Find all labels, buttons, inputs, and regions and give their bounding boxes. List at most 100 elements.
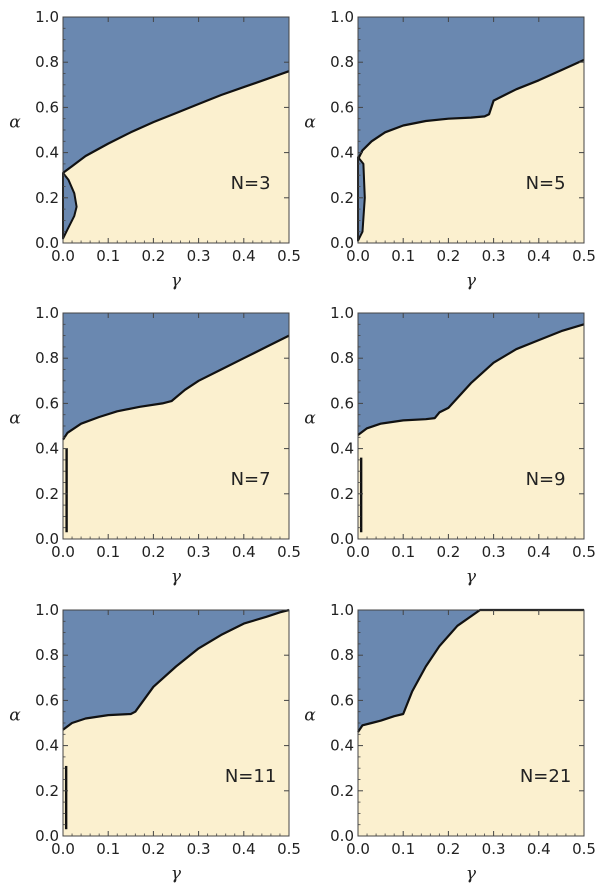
panel-n-11: 0.0 0.1 0.2 0.3 0.4 0.5 0.0 0.2 0.4 0.6 0.8 1.0 γ α N=… bbox=[9, 601, 301, 884]
y-tick-label: 0.2 bbox=[330, 189, 354, 207]
x-tick-label: 0.5 bbox=[572, 840, 596, 858]
y-tick-label: 0.2 bbox=[35, 782, 59, 800]
y-tick-label: 0.4 bbox=[330, 737, 354, 755]
y-tick-label: 0.4 bbox=[35, 737, 59, 755]
x-tick-label: 0.2 bbox=[141, 543, 165, 561]
y-tick-label: 0.6 bbox=[35, 98, 59, 116]
phase-boundary-curve bbox=[357, 58, 585, 160]
y-tick-label: 0.4 bbox=[35, 440, 59, 458]
x-tick-label: 0.0 bbox=[51, 840, 75, 858]
panel-n-9: 0.0 0.1 0.2 0.3 0.4 0.5 0.0 0.2 0.4 0.6 0.8 1.0 γ α N=… bbox=[304, 304, 596, 587]
y-tick-label: 0.8 bbox=[330, 53, 354, 71]
y-tick-label: 1.0 bbox=[330, 8, 354, 26]
x-tick-label: 0.0 bbox=[51, 543, 75, 561]
x-tick-label: 0.0 bbox=[51, 247, 75, 265]
x-tick-label: 0.3 bbox=[482, 247, 506, 265]
x-tick-label: 0.3 bbox=[482, 543, 506, 561]
x-axis-label: γ bbox=[171, 864, 182, 884]
y-tick-label: 0.6 bbox=[35, 394, 59, 412]
y-tick-label: 0.0 bbox=[330, 234, 354, 252]
n-value-label: N=3 bbox=[231, 173, 271, 194]
x-tick-label: 0.5 bbox=[277, 543, 301, 561]
x-axis-label: γ bbox=[171, 271, 182, 291]
y-tick-label: 0.2 bbox=[330, 485, 354, 503]
y-tick-label: 1.0 bbox=[35, 8, 59, 26]
x-tick-label: 0.0 bbox=[346, 543, 370, 561]
y-axis-label: α bbox=[304, 409, 316, 429]
y-axis-label: α bbox=[304, 706, 316, 726]
panel-n-5: 0.0 0.1 0.2 0.3 0.4 0.5 0.0 0.2 0.4 0.6 0.8 1.0 γ α N=… bbox=[304, 8, 596, 291]
x-tick-label: 0.5 bbox=[277, 840, 301, 858]
x-axis-label: γ bbox=[466, 567, 477, 587]
x-tick-label: 0.4 bbox=[232, 247, 256, 265]
x-tick-label: 0.2 bbox=[141, 247, 165, 265]
panel-n-7: 0.0 0.1 0.2 0.3 0.4 0.5 0.0 0.2 0.4 0.6 0.8 1.0 γ α N=… bbox=[9, 304, 301, 587]
phase-boundary-curve bbox=[62, 608, 290, 731]
phase-boundary-curve bbox=[62, 334, 290, 441]
y-tick-label: 1.0 bbox=[330, 304, 354, 322]
upper-region bbox=[358, 17, 584, 160]
y-tick-label: 0.0 bbox=[35, 234, 59, 252]
y-tick-label: 0.4 bbox=[35, 144, 59, 162]
x-tick-label: 0.5 bbox=[572, 543, 596, 561]
y-tick-label: 0.0 bbox=[35, 530, 59, 548]
x-tick-label: 0.1 bbox=[96, 543, 120, 561]
x-tick-label: 0.3 bbox=[187, 840, 211, 858]
x-tick-label: 0.2 bbox=[436, 840, 460, 858]
y-axis-label: α bbox=[304, 113, 316, 133]
x-tick-label: 0.2 bbox=[436, 247, 460, 265]
upper-region bbox=[63, 610, 289, 730]
y-tick-label: 1.0 bbox=[35, 601, 59, 619]
x-tick-label: 0.1 bbox=[391, 543, 415, 561]
y-tick-label: 0.6 bbox=[35, 691, 59, 709]
y-tick-label: 0.8 bbox=[35, 349, 59, 367]
x-axis-label: γ bbox=[171, 567, 182, 587]
upper-region bbox=[63, 17, 289, 173]
y-tick-label: 0.0 bbox=[35, 827, 59, 845]
x-tick-label: 0.0 bbox=[346, 840, 370, 858]
y-tick-label: 0.0 bbox=[330, 827, 354, 845]
x-tick-label: 0.2 bbox=[141, 840, 165, 858]
y-tick-label: 0.6 bbox=[330, 691, 354, 709]
y-tick-label: 0.4 bbox=[330, 440, 354, 458]
upper-region bbox=[358, 610, 584, 732]
y-tick-label: 0.0 bbox=[330, 530, 354, 548]
x-tick-label: 0.1 bbox=[96, 840, 120, 858]
y-tick-label: 0.8 bbox=[35, 53, 59, 71]
n-value-label: N=9 bbox=[526, 469, 566, 490]
x-tick-label: 0.3 bbox=[187, 543, 211, 561]
x-tick-label: 0.4 bbox=[527, 543, 551, 561]
x-tick-label: 0.4 bbox=[527, 247, 551, 265]
y-axis-label: α bbox=[9, 113, 21, 133]
y-tick-label: 0.2 bbox=[35, 485, 59, 503]
x-tick-label: 0.4 bbox=[232, 840, 256, 858]
x-tick-label: 0.2 bbox=[436, 543, 460, 561]
x-tick-label: 0.4 bbox=[527, 840, 551, 858]
panel-n-3: 0.0 0.1 0.2 0.3 0.4 0.5 0.0 0.2 0.4 0.6 0.8 1.0 γ α N=… bbox=[9, 8, 301, 291]
x-tick-label: 0.1 bbox=[391, 840, 415, 858]
x-axis-label: γ bbox=[466, 271, 477, 291]
phase-boundary-curve bbox=[357, 323, 585, 436]
n-value-label: N=7 bbox=[231, 469, 271, 490]
upper-region bbox=[63, 313, 289, 440]
y-tick-label: 0.2 bbox=[35, 189, 59, 207]
phase-boundary-curve bbox=[62, 70, 290, 174]
y-tick-label: 0.8 bbox=[330, 349, 354, 367]
x-tick-label: 0.4 bbox=[232, 543, 256, 561]
blue-island bbox=[62, 171, 78, 240]
n-value-label: N=11 bbox=[225, 766, 276, 787]
x-tick-label: 0.5 bbox=[277, 247, 301, 265]
y-tick-label: 0.8 bbox=[330, 646, 354, 664]
n-value-label: N=5 bbox=[526, 173, 566, 194]
y-tick-label: 0.8 bbox=[35, 646, 59, 664]
x-tick-label: 0.1 bbox=[391, 247, 415, 265]
x-tick-label: 0.3 bbox=[187, 247, 211, 265]
y-tick-label: 0.2 bbox=[330, 782, 354, 800]
y-tick-label: 1.0 bbox=[330, 601, 354, 619]
x-tick-label: 0.3 bbox=[482, 840, 506, 858]
y-axis-label: α bbox=[9, 409, 21, 429]
y-tick-label: 0.6 bbox=[330, 98, 354, 116]
panel-n-21: 0.0 0.1 0.2 0.3 0.4 0.5 0.0 0.2 0.4 0.6 0.8 1.0 γ α N=… bbox=[304, 601, 596, 884]
x-tick-label: 0.5 bbox=[572, 247, 596, 265]
